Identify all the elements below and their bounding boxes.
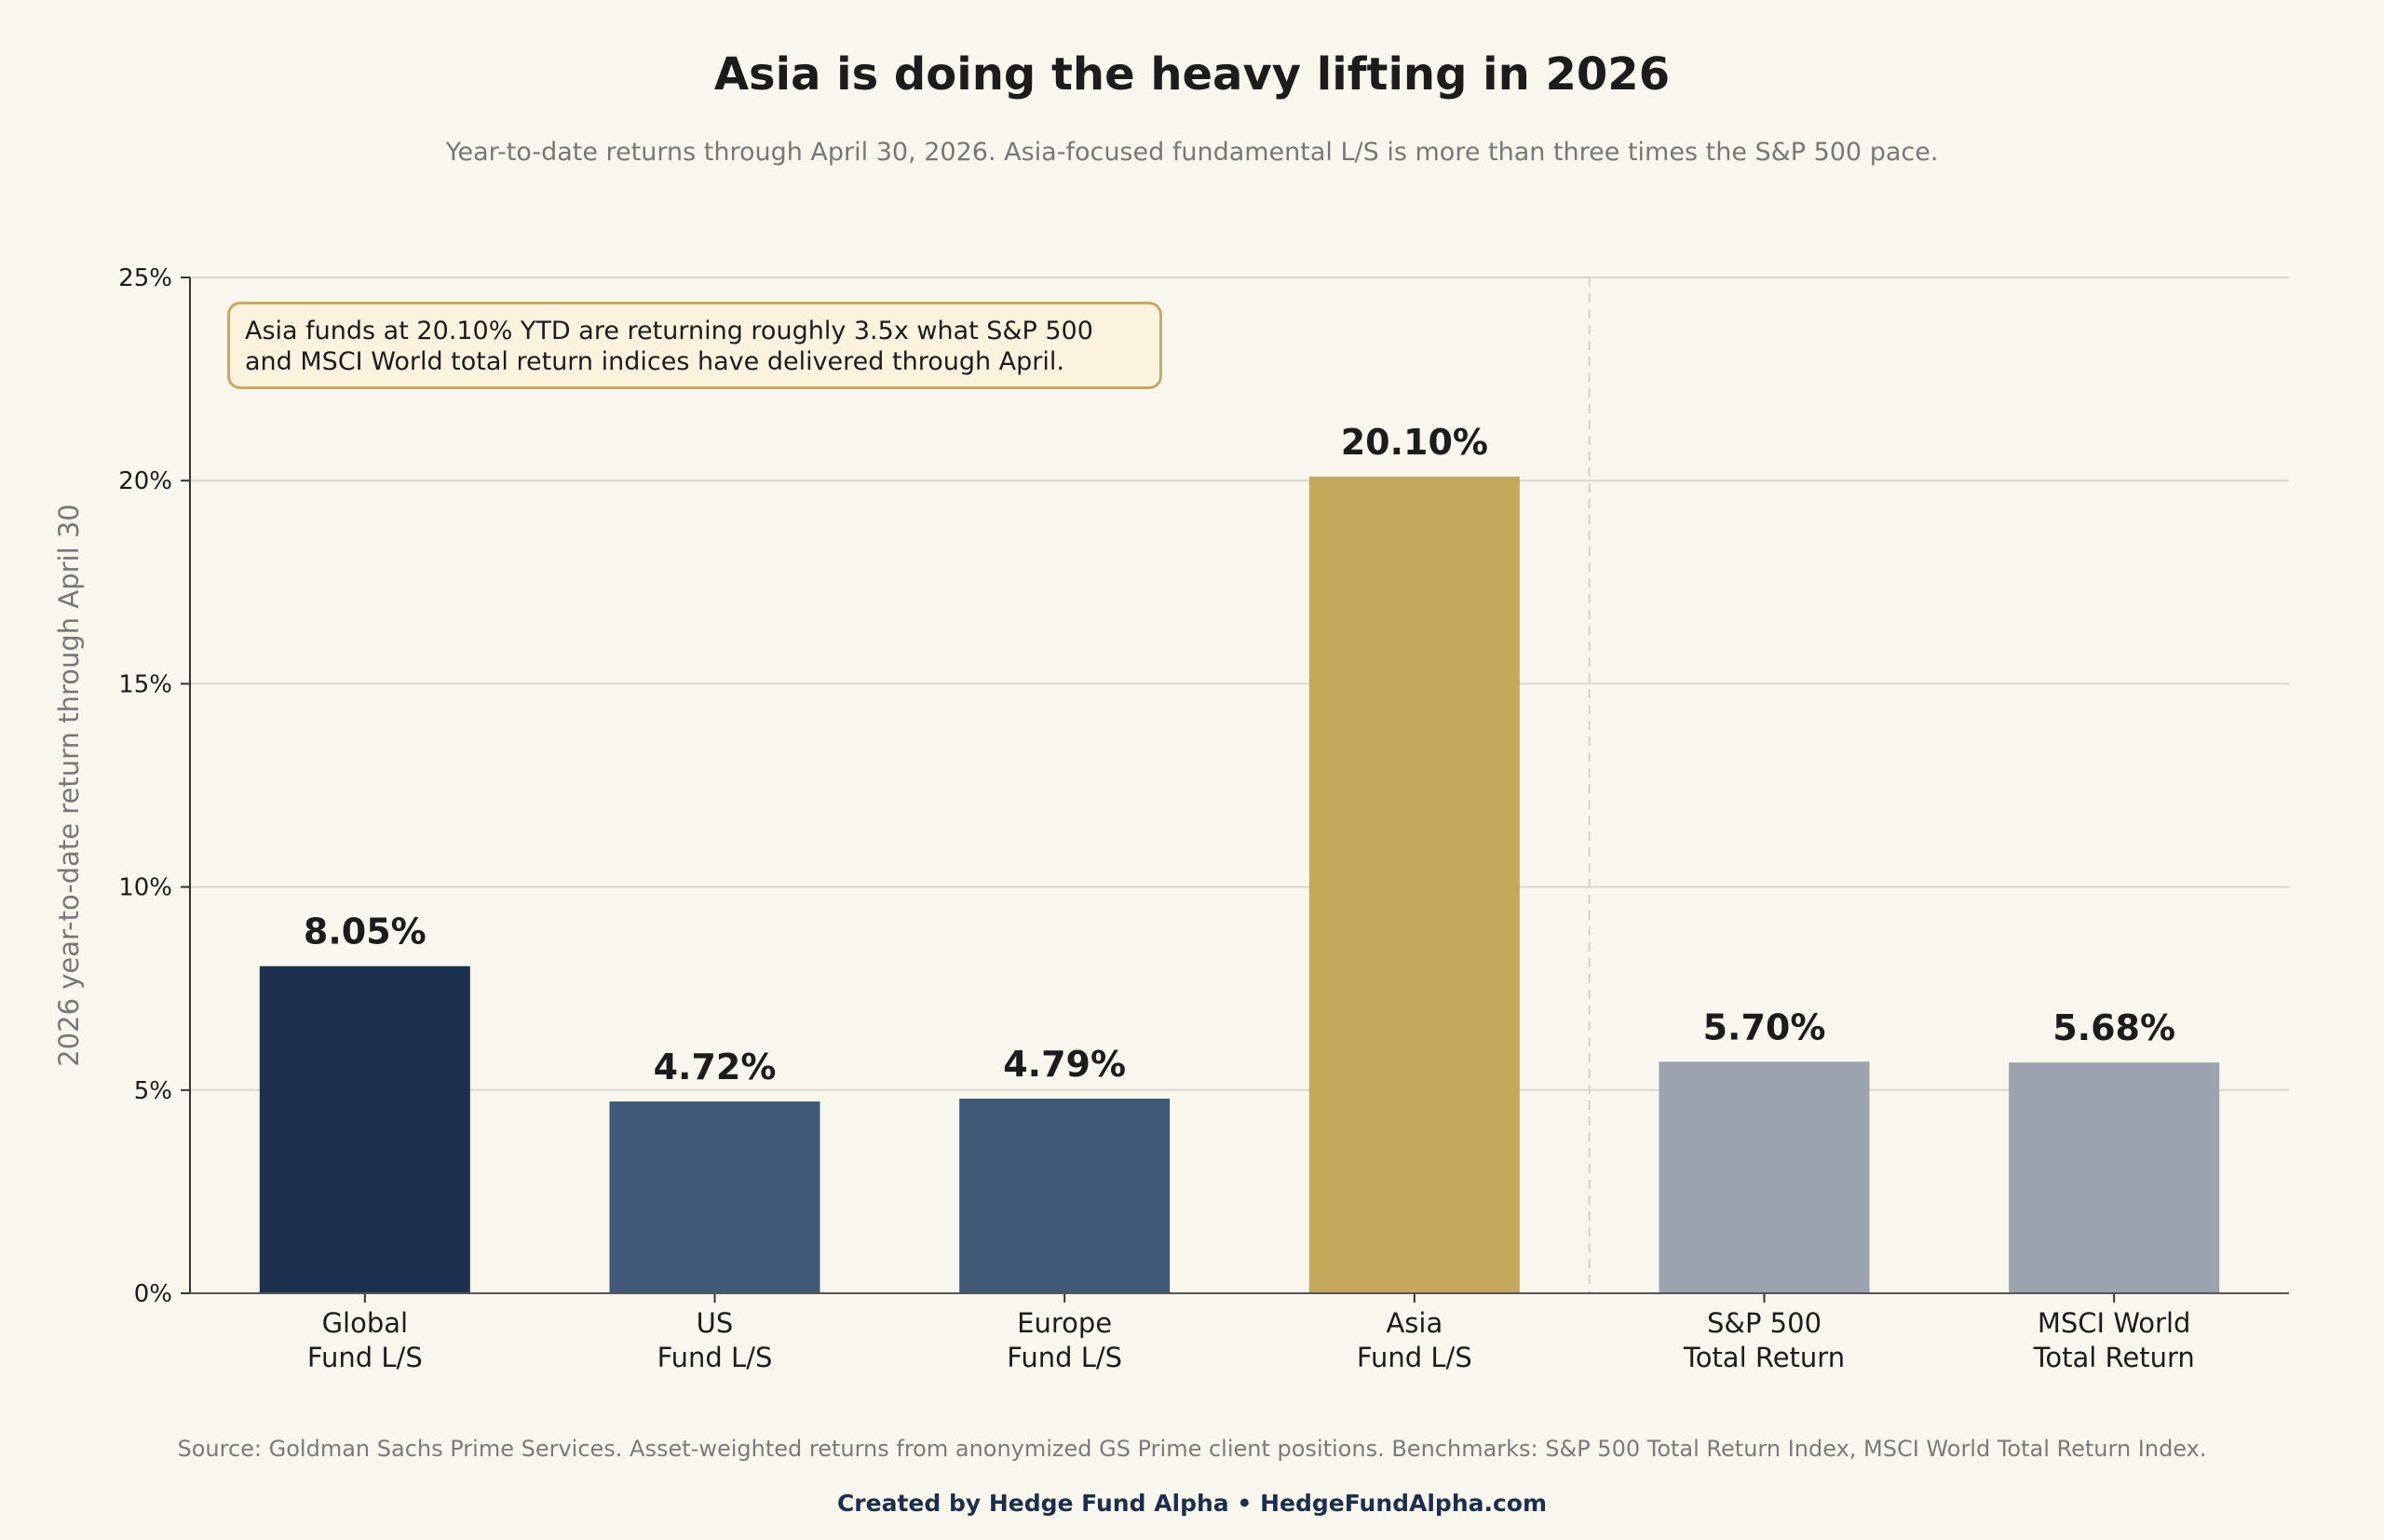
x-category-label: Fund L/S — [1007, 1342, 1122, 1373]
annotation-line-1: Asia funds at 20.10% YTD are returning r… — [245, 317, 1093, 345]
bar — [1659, 1061, 1870, 1293]
y-tick-label: 10% — [118, 874, 172, 902]
x-category-label: US — [697, 1307, 734, 1339]
bar-value-label: 4.79% — [1003, 1044, 1126, 1085]
y-axis-label: 2026 year-to-date return through April 3… — [53, 504, 85, 1067]
y-tick-label: 20% — [118, 467, 172, 495]
x-category-label: Fund L/S — [657, 1342, 773, 1373]
x-category-label: Europe — [1017, 1307, 1112, 1339]
x-category-label: Total Return — [1683, 1342, 1845, 1373]
x-category-label: Fund L/S — [307, 1342, 423, 1373]
x-category-label: Asia — [1386, 1307, 1443, 1339]
bar-value-label: 5.70% — [1703, 1006, 1826, 1047]
y-tick-label: 15% — [118, 670, 172, 698]
bar-value-label: 5.68% — [2052, 1007, 2175, 1048]
bar — [609, 1101, 820, 1293]
bar — [1308, 476, 1520, 1293]
x-category-label: Total Return — [2033, 1342, 2195, 1373]
y-tick-label: 0% — [134, 1280, 172, 1308]
x-category-label: S&P 500 — [1707, 1307, 1822, 1339]
chart-subtitle: Year-to-date returns through April 30, 2… — [445, 138, 1939, 167]
bar-value-label: 4.72% — [654, 1047, 777, 1087]
source-note: Source: Goldman Sachs Prime Services. As… — [177, 1436, 2207, 1462]
y-tick-label: 25% — [118, 264, 172, 292]
bar-value-label: 20.10% — [1341, 422, 1488, 463]
annotation-line-2: and MSCI World total return indices have… — [245, 347, 1064, 376]
chart-title: Asia is doing the heavy lifting in 2026 — [713, 48, 1671, 101]
bar-value-label: 8.05% — [304, 912, 427, 952]
credit-line: Created by Hedge Fund Alpha • HedgeFundA… — [836, 1490, 1548, 1517]
bar — [959, 1098, 1171, 1293]
x-category-label: Fund L/S — [1357, 1342, 1472, 1373]
x-category-label: Global — [322, 1307, 409, 1339]
bar — [259, 966, 470, 1293]
bar — [2009, 1062, 2220, 1293]
annotation-box: Asia funds at 20.10% YTD are returning r… — [227, 302, 1162, 389]
y-tick-label: 5% — [134, 1077, 172, 1105]
x-category-label: MSCI World — [2038, 1307, 2191, 1339]
